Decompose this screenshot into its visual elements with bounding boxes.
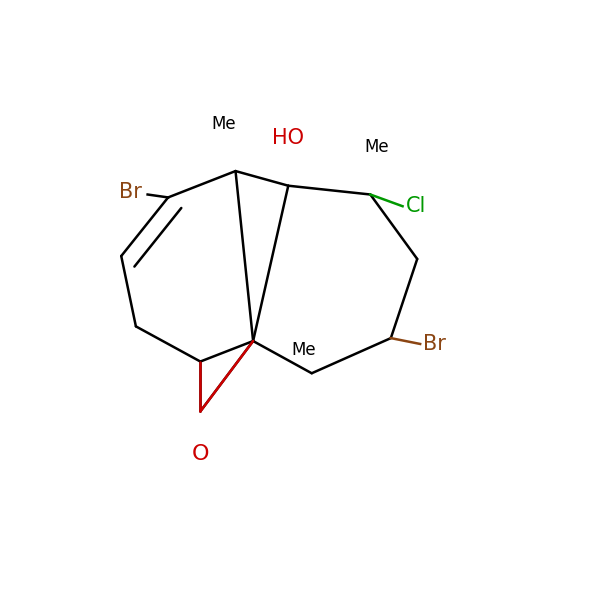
Text: O: O — [191, 443, 209, 464]
Text: Br: Br — [119, 182, 142, 202]
Text: Br: Br — [423, 334, 446, 354]
Text: HO: HO — [272, 128, 304, 148]
Text: Me: Me — [291, 341, 316, 359]
Text: Me: Me — [364, 139, 389, 157]
Text: Me: Me — [211, 115, 236, 133]
Text: Cl: Cl — [406, 196, 426, 216]
